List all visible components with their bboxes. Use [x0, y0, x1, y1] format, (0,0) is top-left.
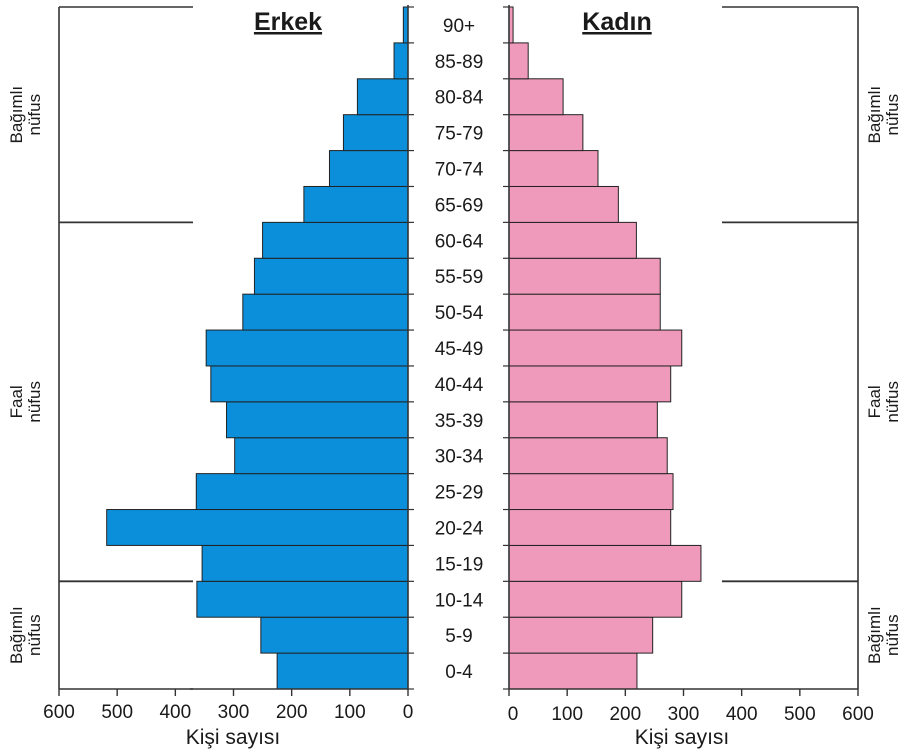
group-label-line1: Faal: [865, 385, 884, 418]
group-label-line2: nüfus: [25, 614, 44, 656]
left-x-tick-label: 0: [403, 702, 414, 723]
right-x-tick-label: 600: [842, 704, 874, 725]
male-bar-10-14: [196, 580, 409, 618]
age-label-40-44: 40-44: [435, 375, 484, 396]
age-label-90+: 90+: [443, 16, 475, 37]
right-group-label: Faalnüfus: [865, 381, 902, 423]
female-bar-60-64: [508, 221, 637, 259]
group-label-line1: Bağımlı: [7, 606, 26, 664]
female-bar-20-24: [508, 509, 672, 546]
male-bar-70-74: [328, 150, 409, 187]
male-bar-75-79: [342, 114, 409, 152]
left-group-label: Bağımlınüfus: [7, 86, 44, 144]
female-bar-80-84: [508, 78, 564, 116]
left-group-label: Faalnüfus: [7, 381, 44, 423]
age-label-5-9: 5-9: [445, 626, 472, 647]
group-label-line1: Bağımlı: [865, 86, 884, 144]
male-bar-55-59: [253, 257, 409, 295]
right-x-tick-label: 500: [784, 704, 816, 725]
male-bars: [106, 6, 409, 690]
male-bar-65-69: [303, 185, 409, 223]
age-label-50-54: 50-54: [435, 303, 484, 324]
left-x-axis-label: Kişi sayısı: [186, 726, 281, 749]
right-x-axis-label: Kişi sayısı: [635, 726, 730, 749]
male-bar-0-4: [276, 652, 409, 690]
group-label-line2: nüfus: [883, 94, 902, 136]
female-bar-35-39: [508, 401, 658, 439]
group-label-line1: Bağımlı: [865, 606, 884, 664]
age-label-30-34: 30-34: [435, 447, 484, 468]
right-x-tick-label: 400: [726, 704, 758, 725]
right-group-label: Bağımlınüfus: [865, 606, 902, 664]
male-bar-60-64: [262, 221, 409, 259]
male-bar-50-54: [242, 293, 409, 331]
female-bars: [508, 6, 702, 690]
group-label-line2: nüfus: [883, 614, 902, 656]
group-label-line2: nüfus: [25, 381, 44, 423]
age-label-15-19: 15-19: [435, 554, 484, 575]
age-label-10-14: 10-14: [435, 590, 484, 611]
age-label-75-79: 75-79: [435, 124, 484, 145]
right-x-tick-label: 300: [668, 704, 700, 725]
age-label-45-49: 45-49: [435, 339, 484, 360]
female-bar-70-74: [508, 150, 599, 187]
female-bar-50-54: [508, 293, 661, 331]
female-bar-30-34: [508, 437, 668, 475]
group-label-line1: Faal: [7, 385, 26, 418]
age-label-25-29: 25-29: [435, 483, 484, 504]
left-x-tick-label: 600: [43, 702, 75, 723]
male-bar-30-34: [234, 437, 409, 475]
female-bar-25-29: [508, 473, 674, 511]
age-label-70-74: 70-74: [435, 160, 484, 181]
male-bar-15-19: [201, 544, 409, 582]
right-group-label: Bağımlınüfus: [865, 86, 902, 144]
age-label-20-24: 20-24: [435, 518, 484, 539]
left-x-tick-label: 200: [276, 702, 308, 723]
male-bar-35-39: [226, 401, 409, 439]
male-bar-40-44: [210, 365, 409, 403]
female-bar-55-59: [508, 257, 661, 295]
age-label-85-89: 85-89: [435, 52, 484, 73]
age-label-60-64: 60-64: [435, 231, 484, 252]
female-bar-15-19: [508, 544, 702, 582]
male-bar-80-84: [356, 78, 409, 116]
age-label-55-59: 55-59: [435, 267, 484, 288]
male-bar-85-89: [393, 42, 409, 80]
female-bar-85-89: [508, 42, 529, 80]
group-label-line2: nüfus: [25, 94, 44, 136]
left-x-tick-label: 300: [218, 702, 250, 723]
female-bar-40-44: [508, 365, 672, 403]
male-bar-20-24: [106, 509, 409, 546]
left-x-tick-label: 500: [101, 702, 133, 723]
female-bar-65-69: [508, 185, 619, 223]
right-x-tick-label: 200: [609, 704, 641, 725]
male-title: Erkek: [254, 8, 322, 36]
female-bar-0-4: [508, 652, 638, 690]
age-label-80-84: 80-84: [435, 88, 484, 109]
female-bar-10-14: [508, 580, 683, 618]
left-x-tick-label: 100: [334, 702, 366, 723]
female-bar-5-9: [508, 616, 654, 654]
left-x-tick-label: 400: [159, 702, 191, 723]
female-bar-45-49: [508, 329, 683, 367]
male-bar-45-49: [205, 329, 409, 367]
female-title: Kadın: [582, 8, 651, 36]
age-label-35-39: 35-39: [435, 411, 484, 432]
male-bar-5-9: [260, 616, 409, 654]
group-label-line2: nüfus: [883, 381, 902, 423]
axis-ticks: 600 500 400 300 200 100 0 0 100 200 300 400 500 600: [43, 689, 874, 725]
age-label-65-69: 65-69: [435, 195, 484, 216]
age-group-labels: 0-4 5-9 10-14 15-19 20-24 25-29 30-34 35-39 40-4…: [435, 16, 484, 683]
age-label-0-4: 0-4: [445, 662, 473, 683]
group-label-line1: Bağımlı: [7, 86, 26, 144]
left-group-label: Bağımlınüfus: [7, 606, 44, 664]
right-x-tick-label: 100: [551, 704, 583, 725]
male-bar-25-29: [195, 473, 409, 511]
right-x-tick-label: 0: [508, 704, 519, 725]
female-bar-75-79: [508, 114, 584, 152]
